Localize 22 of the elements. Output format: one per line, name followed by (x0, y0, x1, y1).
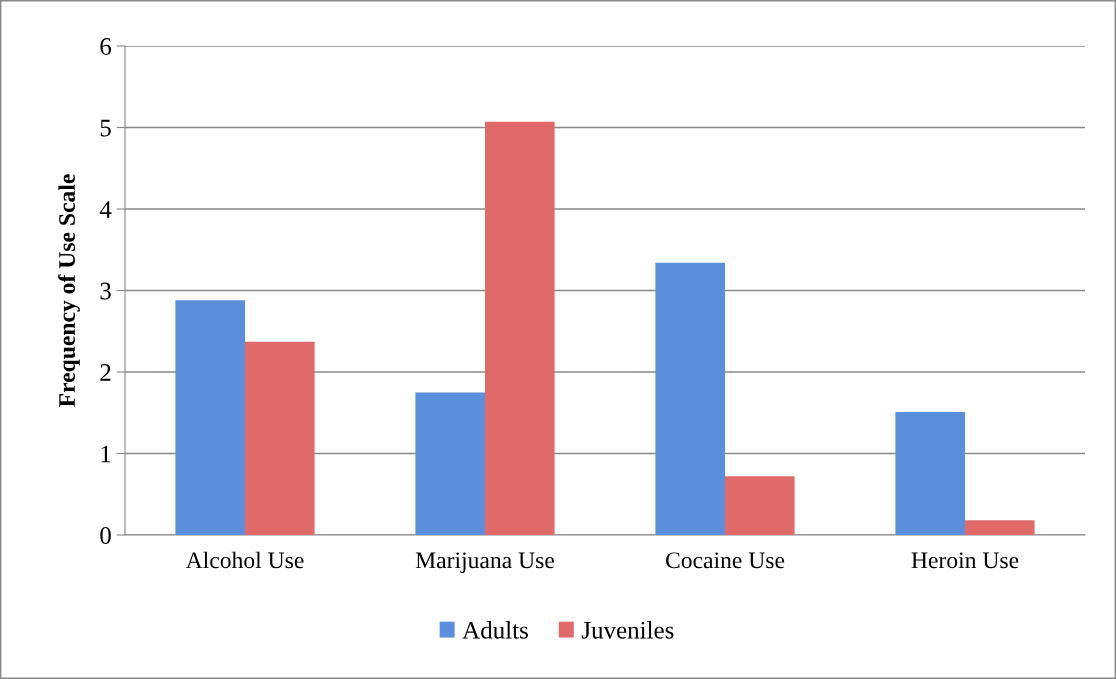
bar (245, 341, 315, 535)
x-tick-label: Cocaine Use (665, 552, 785, 569)
bar (655, 262, 725, 535)
bar (895, 411, 965, 535)
y-tick-label: 5 (100, 119, 111, 137)
y-tick-label: 0 (100, 527, 111, 544)
bar (415, 392, 485, 535)
y-tick-label: 3 (100, 282, 111, 300)
x-tick-label: Alcohol Use (185, 551, 304, 569)
x-tick-label: Marijuana Use (415, 552, 554, 574)
y-tick-label: 4 (99, 201, 112, 218)
x-tick-label: Heroin Use (911, 552, 1019, 569)
legend-label: Juveniles (581, 621, 674, 639)
y-tick-label: 6 (100, 38, 112, 55)
y-axis-title: Frequency of Use Scale (58, 174, 80, 407)
bar (175, 300, 245, 535)
bar (965, 520, 1035, 535)
bar (725, 476, 795, 535)
y-tick-label: 1 (101, 445, 111, 463)
y-tick-label: 2 (100, 364, 111, 381)
bar (485, 121, 555, 535)
legend-label: Adults (462, 621, 528, 639)
